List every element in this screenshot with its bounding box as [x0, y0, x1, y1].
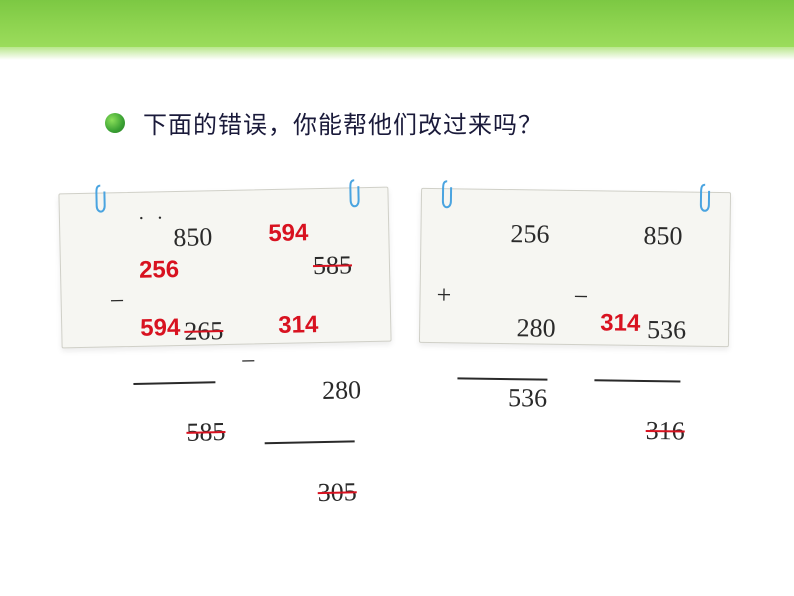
p2-sub: 280 [315, 375, 361, 405]
p2-line1-strike: 585 [313, 251, 353, 281]
bullet-icon [105, 113, 125, 133]
banner-gradient [0, 0, 794, 47]
p2-correction-top: 594 [268, 219, 309, 248]
p1-correction-result: 594 [140, 314, 181, 343]
card-left: ·· 850 − 265 585 256 594 585 − 280 [58, 187, 391, 349]
paperclip-icon [347, 178, 362, 208]
plus-sign: + [436, 279, 451, 310]
rule-line [133, 381, 215, 385]
problem-3: 256 + 280 536 [457, 217, 550, 413]
p3-line1: 256 [459, 217, 549, 249]
p4-result-row: 316 [593, 383, 680, 478]
question-text: 下面的错误，你能帮他们改过来吗？ [143, 105, 543, 140]
p3-result: 536 [457, 381, 547, 413]
top-banner [0, 0, 794, 60]
problem-4: 850 − 536 316 [593, 219, 683, 478]
card-right: 256 + 280 536 850 − 536 316 314 [419, 188, 731, 347]
paperclip-icon [698, 183, 712, 213]
p4-original-result: 316 [646, 416, 685, 446]
minus-sign: − [241, 345, 256, 376]
paperclip-icon [440, 179, 454, 209]
p2-correction-result: 314 [278, 311, 319, 340]
banner-fade [0, 47, 794, 60]
p4-sub: 536 [647, 315, 686, 345]
minus-sign: − [573, 281, 588, 312]
rule-line [457, 377, 547, 380]
rule-line [594, 379, 680, 382]
minus-sign: − [109, 285, 124, 316]
p2-result-row: 305 [265, 445, 357, 540]
p4-correction-result: 314 [600, 309, 640, 338]
problem-2: 585 − 280 305 [260, 218, 357, 540]
p1-correction-sub: 256 [139, 256, 180, 285]
p4-line1: 850 [596, 219, 682, 251]
p1-result-row: 585 [133, 385, 217, 480]
paperclip-icon [93, 183, 108, 213]
p2-original-result: 305 [317, 477, 357, 507]
question-row: 下面的错误，你能帮他们改过来吗？ [105, 105, 543, 140]
p3-line2: + 280 [458, 249, 550, 375]
p3-add: 280 [510, 313, 556, 343]
borrow-dots: ·· [138, 206, 176, 231]
p1-original-result: 585 [186, 417, 226, 447]
p1-original-sub: 265 [184, 316, 224, 346]
